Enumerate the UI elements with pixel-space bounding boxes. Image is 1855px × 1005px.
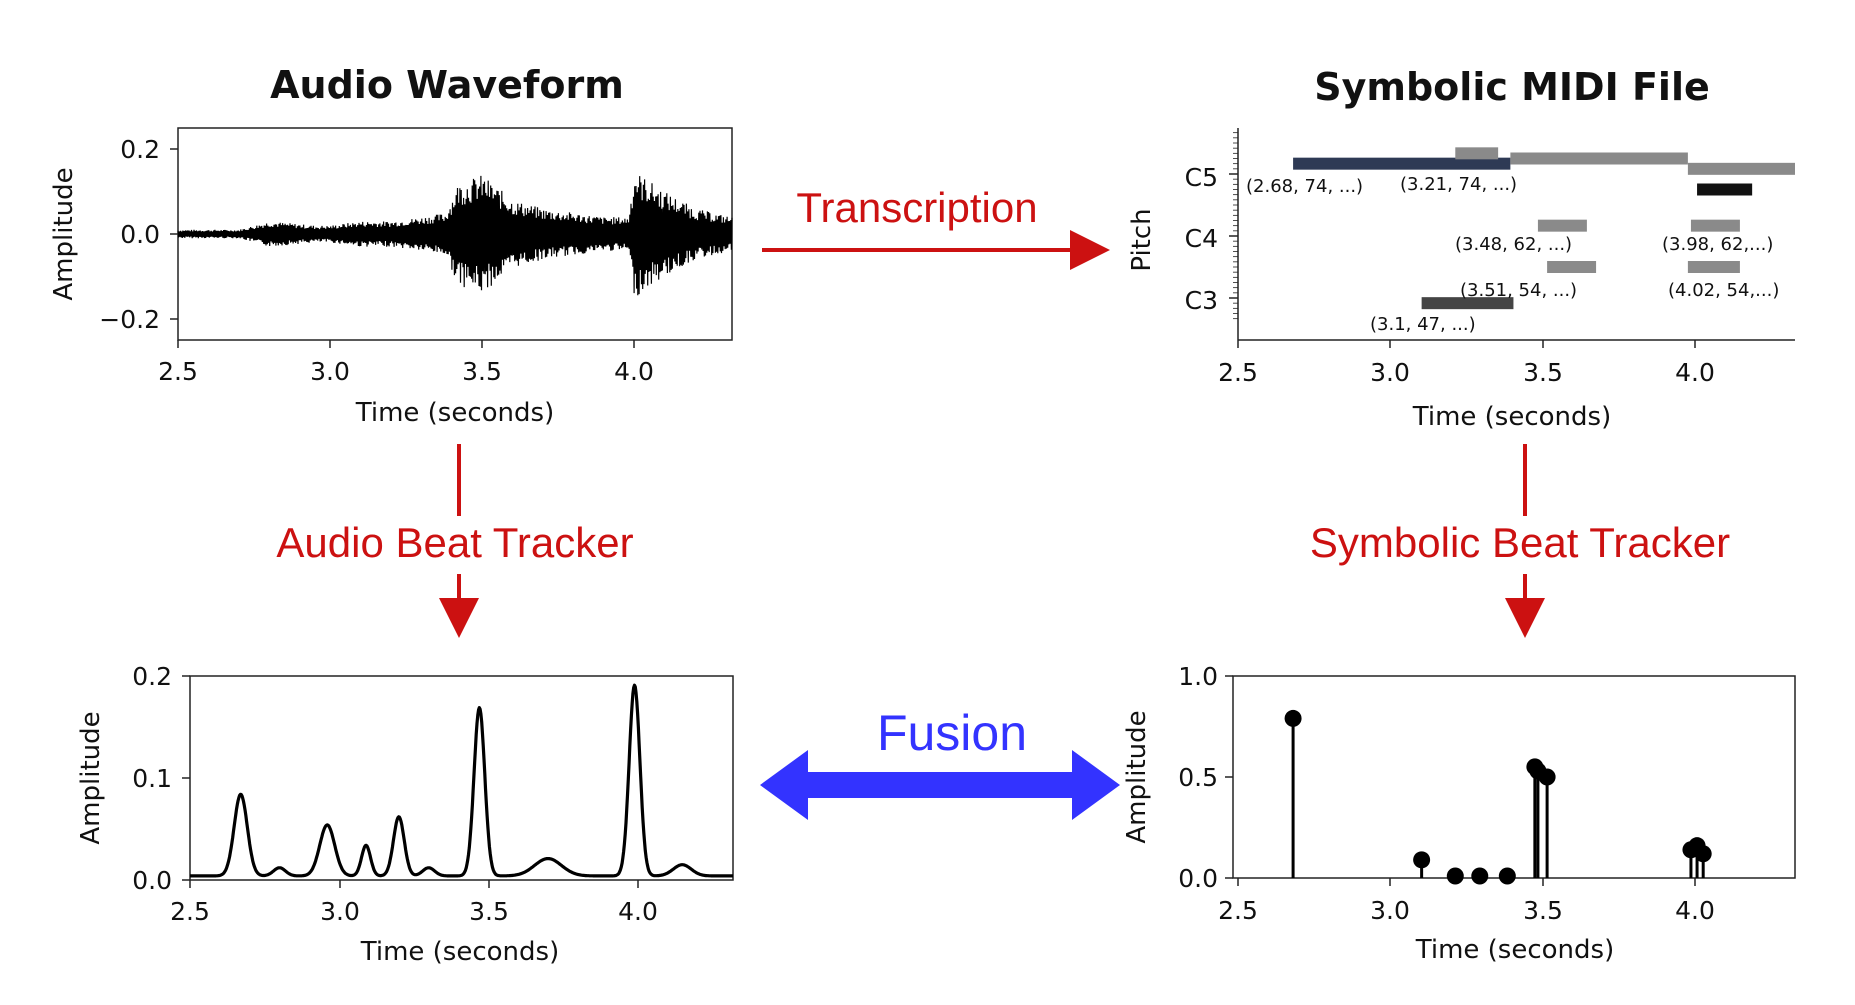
audio-beat-xlabel: Time (seconds) — [360, 937, 559, 967]
audio-beat-tracker-arrow: Audio Beat Tracker — [276, 444, 634, 638]
midi-note-bar — [1293, 157, 1511, 170]
midi-annotation: (2.68, 74, ...) — [1246, 176, 1363, 197]
midi-xtick-3: 4.0 — [1675, 358, 1715, 387]
midi-panel: Symbolic MIDI File C5 C4 C3 (2.68, 74, .… — [1127, 65, 1795, 432]
audio-beat-tracker-label: Audio Beat Tracker — [276, 519, 633, 566]
waveform-ytick-1: 0.0 — [120, 220, 160, 249]
symbolic-beat-ytick-2: 0.0 — [1178, 864, 1218, 893]
midi-annotation: (3.21, 74, ...) — [1400, 174, 1517, 195]
symbolic-beat-axes-frame — [1232, 675, 1796, 879]
audio-beat-ytick-0: 0.2 — [132, 662, 172, 691]
midi-note-bar — [1690, 219, 1740, 232]
midi-annotation: (4.02, 54,...) — [1668, 280, 1779, 301]
beat-marker — [1471, 867, 1489, 885]
audio-beat-ytick-2: 0.0 — [132, 866, 172, 895]
waveform-ytick-0: 0.2 — [120, 135, 160, 164]
beat-marker — [1446, 867, 1464, 885]
waveform-ylabel: Amplitude — [49, 167, 79, 300]
waveform-xtick-1: 3.0 — [310, 357, 350, 386]
symbolic-beat-tracker-arrow: Symbolic Beat Tracker — [1310, 444, 1730, 638]
fusion-double-arrow — [760, 750, 1120, 820]
transcription-label: Transcription — [796, 184, 1037, 231]
symbolic-beat-ylabel: Amplitude — [1122, 710, 1152, 843]
fusion-label: Fusion — [877, 705, 1027, 761]
midi-xtick-2: 3.5 — [1523, 358, 1563, 387]
waveform-plot — [177, 175, 733, 296]
audio-beat-panel: 0.2 0.1 0.0 2.5 3.0 3.5 4.0 Time (second… — [76, 662, 734, 967]
waveform-panel: Audio Waveform 0.2 0.0 −0.2 2.5 3.0 3.5 … — [49, 63, 733, 428]
beat-marker — [1413, 851, 1431, 869]
symbolic-beat-tracker-label: Symbolic Beat Tracker — [1310, 519, 1730, 566]
midi-note-bar — [1455, 147, 1499, 160]
midi-note-bar — [1697, 183, 1753, 196]
midi-ytick-c3: C3 — [1185, 286, 1218, 315]
symbolic-beat-xtick-0: 2.5 — [1218, 896, 1258, 925]
beat-marker — [1538, 768, 1556, 786]
midi-ylabel: Pitch — [1127, 208, 1157, 271]
waveform-xtick-0: 2.5 — [158, 357, 198, 386]
waveform-ytick-2: −0.2 — [99, 305, 160, 334]
midi-annotation: (3.51, 54, ...) — [1460, 280, 1577, 301]
audio-beat-xtick-0: 2.5 — [170, 897, 210, 926]
midi-xtick-0: 2.5 — [1218, 358, 1258, 387]
audio-beat-xtick-2: 3.5 — [469, 897, 509, 926]
midi-xtick-1: 3.0 — [1370, 358, 1410, 387]
symbolic-beat-panel: 1.0 0.5 0.0 2.5 3.0 3.5 4.0 Time (second… — [1122, 662, 1796, 965]
midi-notes — [1293, 147, 1795, 310]
symbolic-beat-ytick-0: 1.0 — [1178, 662, 1218, 691]
symbolic-beat-xtick-1: 3.0 — [1370, 896, 1410, 925]
midi-title: Symbolic MIDI File — [1314, 65, 1710, 109]
midi-annotation: (3.48, 62, ...) — [1455, 234, 1572, 255]
midi-xlabel: Time (seconds) — [1412, 402, 1611, 432]
audio-beat-ytick-1: 0.1 — [132, 764, 172, 793]
waveform-title: Audio Waveform — [270, 63, 624, 107]
audio-beat-xtick-1: 3.0 — [320, 897, 360, 926]
midi-annotation: (3.1, 47, ...) — [1370, 314, 1476, 335]
midi-annotation: (3.98, 62,...) — [1662, 234, 1773, 255]
midi-minor-ticks — [1229, 132, 1238, 320]
midi-note-bar — [1687, 162, 1795, 175]
symbolic-beat-xtick-2: 3.5 — [1523, 896, 1563, 925]
audio-beat-curve — [189, 683, 734, 878]
beat-marker — [1284, 709, 1302, 727]
transcription-arrow: Transcription — [762, 184, 1110, 270]
midi-ytick-c5: C5 — [1185, 163, 1218, 192]
beat-marker — [1498, 867, 1516, 885]
symbolic-beat-ytick-1: 0.5 — [1178, 763, 1218, 792]
midi-note-bar — [1547, 261, 1597, 273]
audio-beat-ylabel: Amplitude — [76, 711, 106, 844]
midi-note-bar — [1510, 152, 1688, 165]
midi-note-bar — [1687, 261, 1740, 273]
audio-beat-xtick-3: 4.0 — [618, 897, 658, 926]
audio-beat-plot — [189, 683, 734, 878]
symbolic-beat-plot — [1284, 709, 1712, 885]
waveform-xtick-3: 4.0 — [614, 357, 654, 386]
waveform-signal — [177, 175, 733, 296]
beat-marker — [1694, 845, 1712, 863]
midi-note-bar — [1421, 297, 1514, 310]
audio-beat-axes-frame — [189, 675, 734, 881]
fusion-arrow: Fusion — [760, 705, 1120, 820]
waveform-xtick-2: 3.5 — [462, 357, 502, 386]
waveform-xlabel: Time (seconds) — [355, 398, 554, 428]
symbolic-beat-xtick-3: 4.0 — [1675, 896, 1715, 925]
midi-ytick-c4: C4 — [1185, 224, 1218, 253]
symbolic-beat-xlabel: Time (seconds) — [1415, 935, 1614, 965]
midi-note-bar — [1537, 219, 1587, 232]
